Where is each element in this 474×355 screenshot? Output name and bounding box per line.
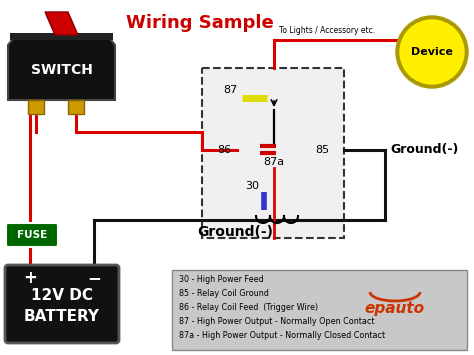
Text: 85 - Relay Coil Ground: 85 - Relay Coil Ground <box>179 289 269 297</box>
Text: To Lights / Accessory etc.: To Lights / Accessory etc. <box>279 26 375 35</box>
Text: Device: Device <box>411 47 453 57</box>
Text: −: − <box>87 269 101 287</box>
Text: SWITCH: SWITCH <box>30 63 92 77</box>
Polygon shape <box>8 35 115 100</box>
Text: 30: 30 <box>245 181 259 191</box>
FancyBboxPatch shape <box>5 265 119 343</box>
Bar <box>172 270 467 350</box>
Text: 86 - Relay Coil Feed  (Trigger Wire): 86 - Relay Coil Feed (Trigger Wire) <box>179 302 318 311</box>
Text: 12V DC: 12V DC <box>31 288 93 303</box>
Text: 87 - High Power Output - Normally Open Contact: 87 - High Power Output - Normally Open C… <box>179 317 374 326</box>
Circle shape <box>400 20 464 84</box>
Text: Wiring Sample: Wiring Sample <box>126 14 274 32</box>
Text: +: + <box>23 269 37 287</box>
Text: 30 - High Power Feed: 30 - High Power Feed <box>179 274 264 284</box>
Bar <box>10 33 113 40</box>
Text: Ground(-): Ground(-) <box>390 143 458 157</box>
Text: 86: 86 <box>217 145 231 155</box>
Text: BATTERY: BATTERY <box>24 310 100 324</box>
Text: 87a: 87a <box>264 157 284 167</box>
Text: epauto: epauto <box>365 300 425 316</box>
Text: Ground(-): Ground(-) <box>197 225 273 239</box>
Text: 87a - High Power Output - Normally Closed Contact: 87a - High Power Output - Normally Close… <box>179 331 385 339</box>
Polygon shape <box>45 12 78 35</box>
FancyBboxPatch shape <box>6 223 58 247</box>
Text: 85: 85 <box>315 145 329 155</box>
Bar <box>28 100 44 114</box>
Bar <box>202 68 344 238</box>
Bar <box>68 100 84 114</box>
Circle shape <box>396 16 468 88</box>
Text: FUSE: FUSE <box>17 230 47 240</box>
Text: 87: 87 <box>223 85 237 95</box>
